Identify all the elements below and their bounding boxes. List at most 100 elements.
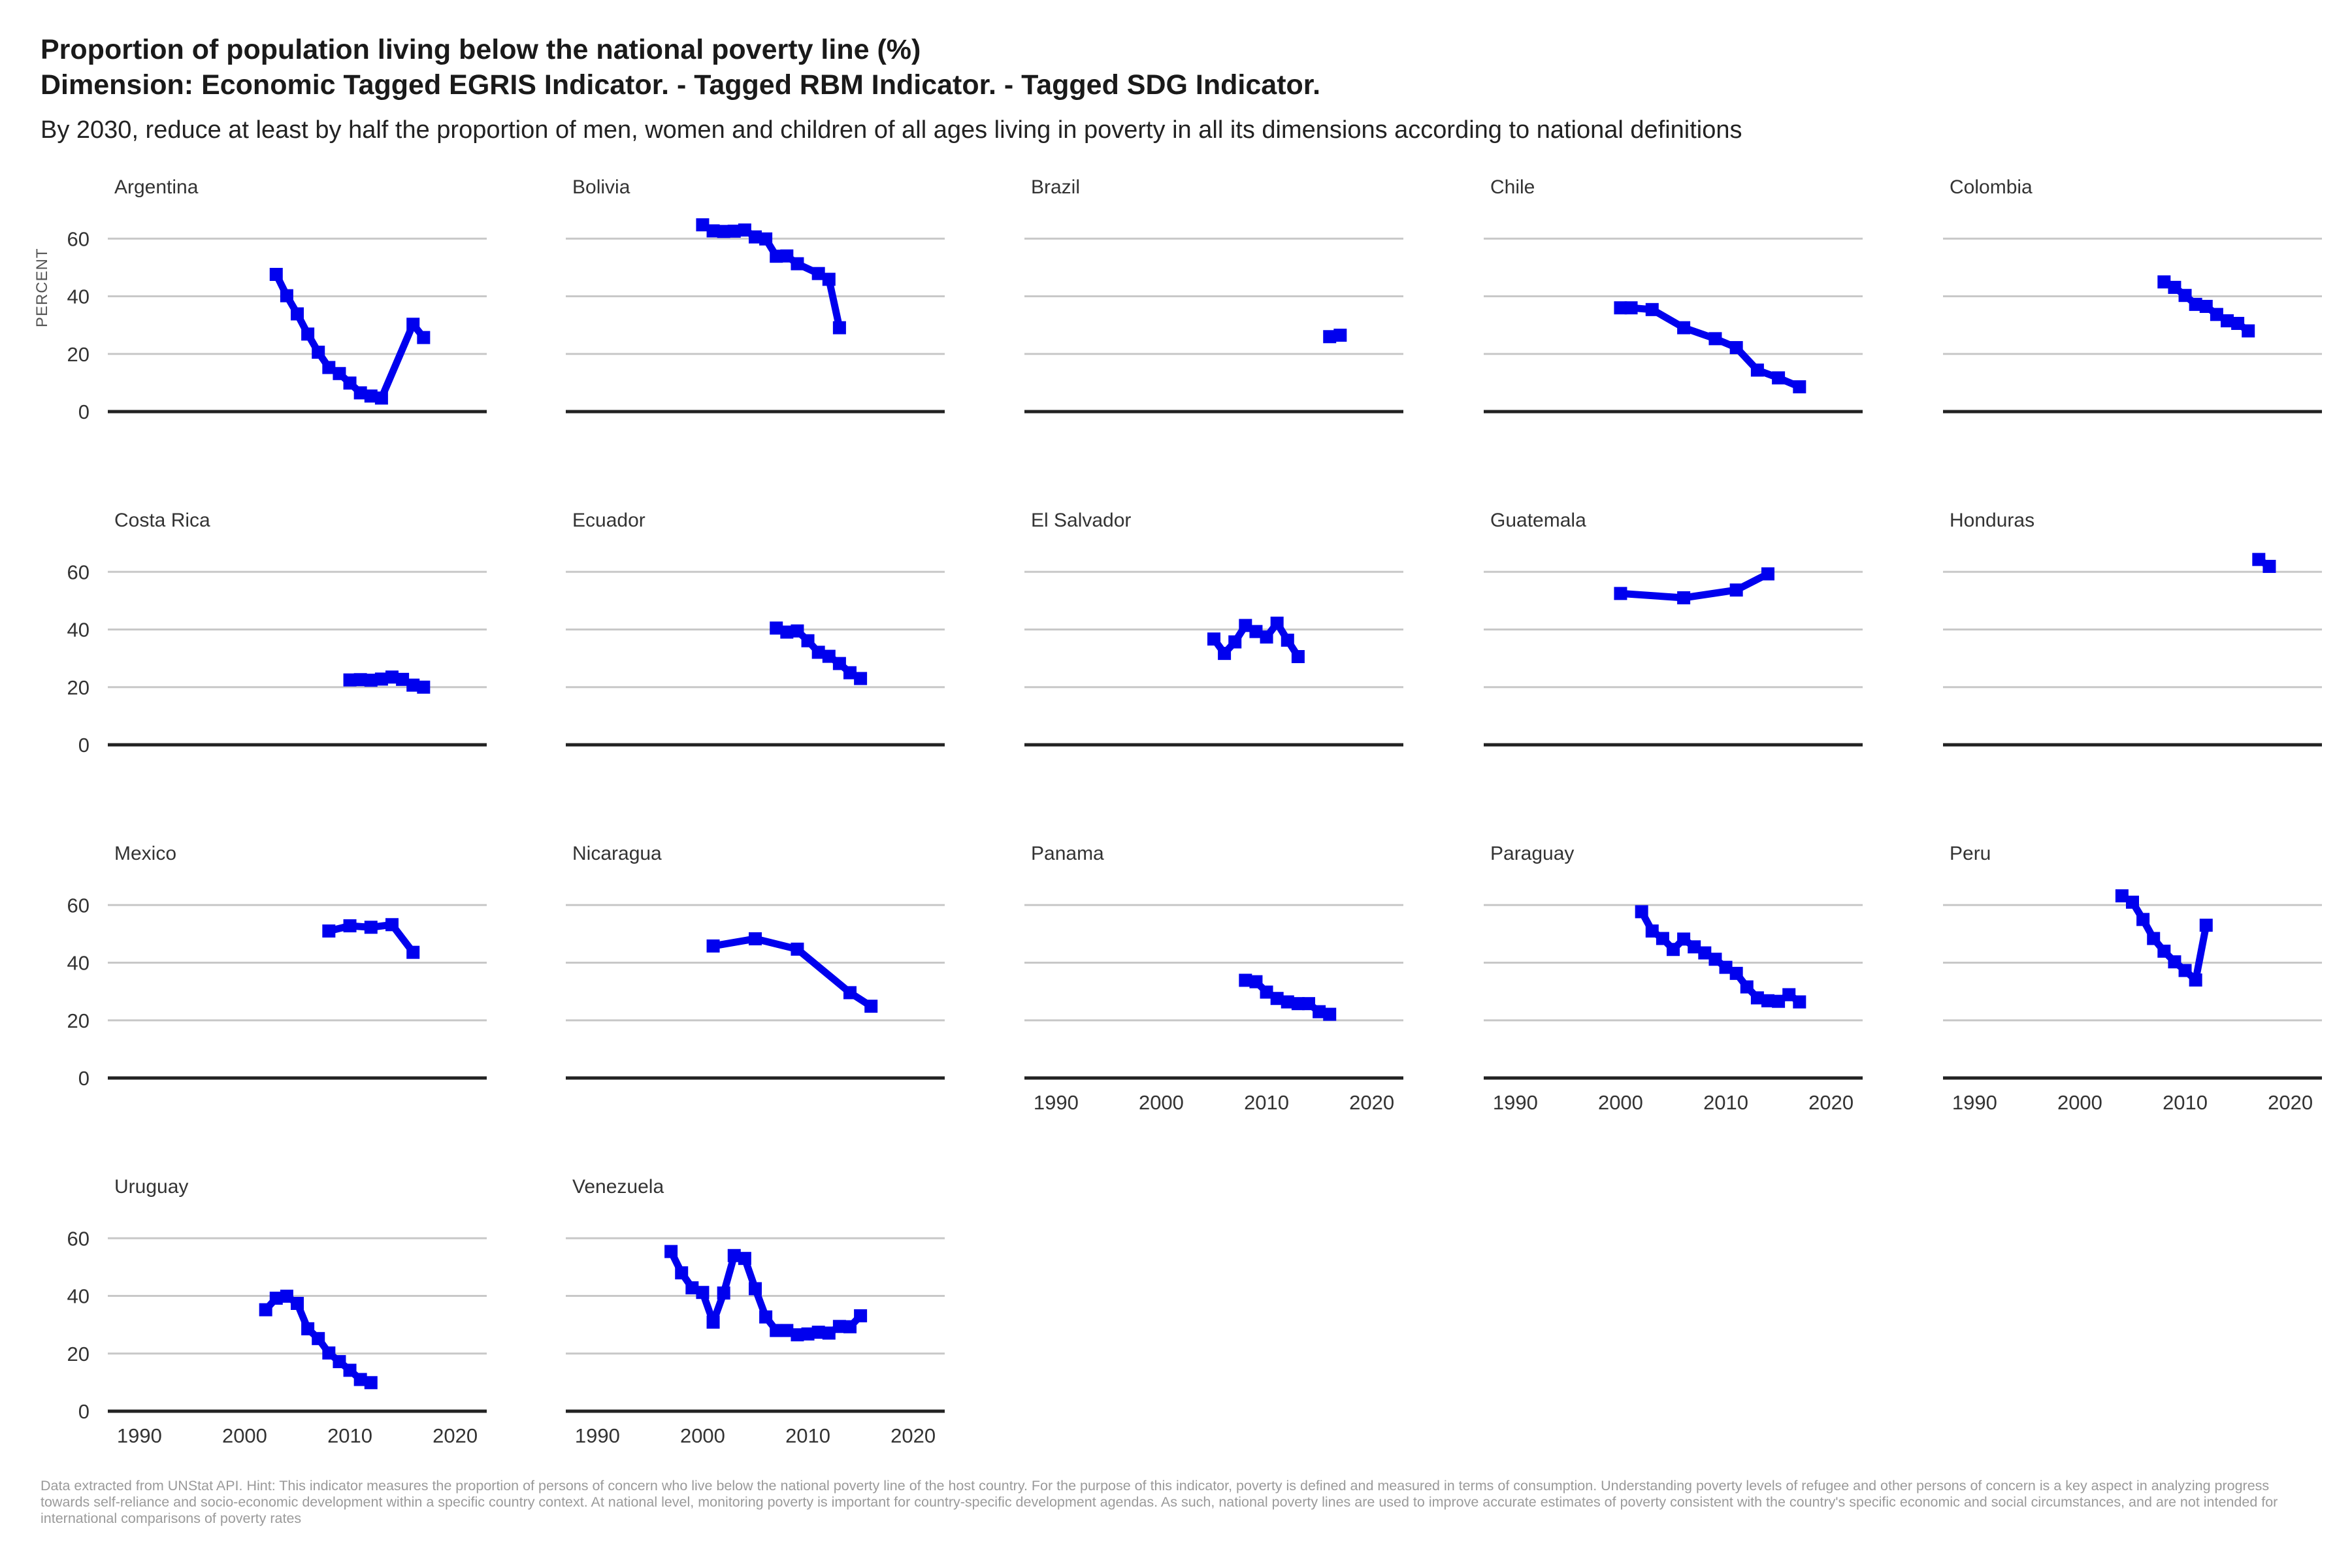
- data-point: [1772, 994, 1786, 1008]
- data-point: [333, 1355, 346, 1369]
- data-point: [822, 649, 836, 663]
- data-point: [269, 1292, 283, 1305]
- data-point: [780, 625, 794, 639]
- data-point: [791, 624, 804, 638]
- x-tick-label: 2000: [222, 1424, 267, 1447]
- y-tick-label: 60: [67, 894, 90, 917]
- x-tick-label: 2000: [680, 1424, 725, 1447]
- data-point: [675, 1266, 689, 1280]
- data-point: [2189, 973, 2202, 987]
- panel-title: Honduras: [1950, 510, 2034, 531]
- y-tick-label: 60: [67, 1227, 90, 1250]
- data-point: [1270, 992, 1284, 1005]
- panel-title: Mexico: [114, 843, 176, 864]
- data-point: [749, 230, 762, 244]
- panel-colombia: Colombia: [1943, 176, 2322, 414]
- data-point: [770, 621, 783, 635]
- data-point: [1249, 975, 1263, 988]
- y-tick-label: 40: [67, 1285, 90, 1308]
- data-point: [343, 1364, 357, 1377]
- data-point: [1323, 330, 1337, 344]
- data-point: [291, 307, 304, 321]
- y-tick-label: 0: [78, 734, 90, 757]
- data-point: [811, 267, 825, 280]
- data-point: [749, 1282, 762, 1296]
- data-point: [2262, 559, 2276, 573]
- panel-venezuela: Venezuela 1990 2000 2010 2020: [566, 1176, 945, 1447]
- data-point: [770, 1324, 783, 1337]
- panel-title: Brazil: [1031, 176, 1080, 198]
- data-point: [791, 942, 804, 956]
- data-point: [2147, 932, 2161, 945]
- data-point: [312, 1331, 325, 1345]
- data-point: [374, 672, 388, 686]
- data-point: [1218, 647, 1232, 661]
- data-point: [353, 1373, 367, 1386]
- data-point: [333, 367, 346, 380]
- chart-title-dimension: Dimension: Economic Tagged EGRIS Indicat…: [41, 69, 1321, 101]
- data-point: [2157, 944, 2171, 958]
- data-point: [791, 257, 804, 270]
- data-point: [2231, 317, 2245, 330]
- data-point: [696, 1286, 710, 1299]
- data-point: [1291, 997, 1305, 1011]
- data-point: [2178, 289, 2192, 302]
- panel-argentina: Argentina 0 20 40 60 PERCENT: [33, 176, 487, 423]
- data-point: [1729, 966, 1743, 980]
- panel-paraguay: Paraguay 1990 2000 2010 2020: [1484, 843, 1863, 1114]
- data-point: [364, 921, 378, 934]
- panel-uruguay: Uruguay 0 20 40 60 1990 2000 2010 2020: [67, 1176, 487, 1447]
- panel-peru: Peru 1990 2000 2010 2020: [1943, 843, 2322, 1114]
- data-point: [1614, 587, 1627, 600]
- panel-costa-rica: Costa Rica 0 20 40 60: [67, 510, 487, 757]
- data-point: [822, 272, 836, 286]
- data-point: [1708, 953, 1722, 966]
- x-tick-label: 2020: [1349, 1091, 1394, 1114]
- data-point: [780, 249, 794, 263]
- panel-title: Chile: [1490, 176, 1535, 198]
- data-point: [406, 318, 420, 331]
- x-tick-label: 2010: [1244, 1091, 1289, 1114]
- data-point: [417, 331, 431, 344]
- data-point: [770, 250, 783, 263]
- data-point: [1302, 997, 1315, 1011]
- panel-title: Nicaragua: [572, 843, 662, 864]
- chart-caption: Data extracted from UNStat API. Hint: Th…: [41, 1478, 2278, 1526]
- panel-chile: Chile: [1484, 176, 1863, 414]
- y-tick-label: 40: [67, 952, 90, 975]
- data-point: [364, 389, 378, 403]
- panel-title: Bolivia: [572, 176, 630, 198]
- panel-honduras: Honduras: [1943, 510, 2322, 747]
- panel-title: Costa Rica: [114, 510, 210, 531]
- data-point: [1740, 980, 1754, 994]
- data-point: [2136, 913, 2150, 926]
- data-point: [706, 939, 720, 953]
- data-point: [749, 932, 762, 945]
- data-point: [706, 224, 720, 238]
- data-point: [791, 1328, 804, 1342]
- data-point: [811, 1326, 825, 1339]
- x-tick-label: 2000: [2057, 1091, 2102, 1114]
- data-point: [1782, 988, 1796, 1002]
- x-tick-label: 2000: [1139, 1091, 1184, 1114]
- data-point: [1729, 341, 1743, 355]
- data-point: [1228, 635, 1242, 649]
- data-point: [1793, 380, 1806, 394]
- data-point: [1313, 1005, 1326, 1019]
- y-tick-label: 40: [67, 619, 90, 642]
- data-point: [269, 268, 283, 281]
- y-axis-label: PERCENT: [33, 248, 51, 327]
- y-tick-label: 40: [67, 286, 90, 308]
- x-tick-label: 1990: [1493, 1091, 1538, 1114]
- data-point: [1772, 371, 1786, 385]
- x-tick-label: 2020: [890, 1424, 936, 1447]
- panel-title: Guatemala: [1490, 510, 1586, 531]
- panel-title: Colombia: [1950, 176, 2033, 198]
- data-point: [396, 672, 410, 686]
- data-point: [1291, 650, 1305, 663]
- panel-title: Argentina: [114, 176, 199, 198]
- panel-title: Peru: [1950, 843, 1991, 864]
- chart-subtitle: By 2030, reduce at least by half the pro…: [41, 116, 1742, 144]
- x-tick-label: 2020: [2268, 1091, 2313, 1114]
- panel-title: Venezuela: [572, 1176, 664, 1198]
